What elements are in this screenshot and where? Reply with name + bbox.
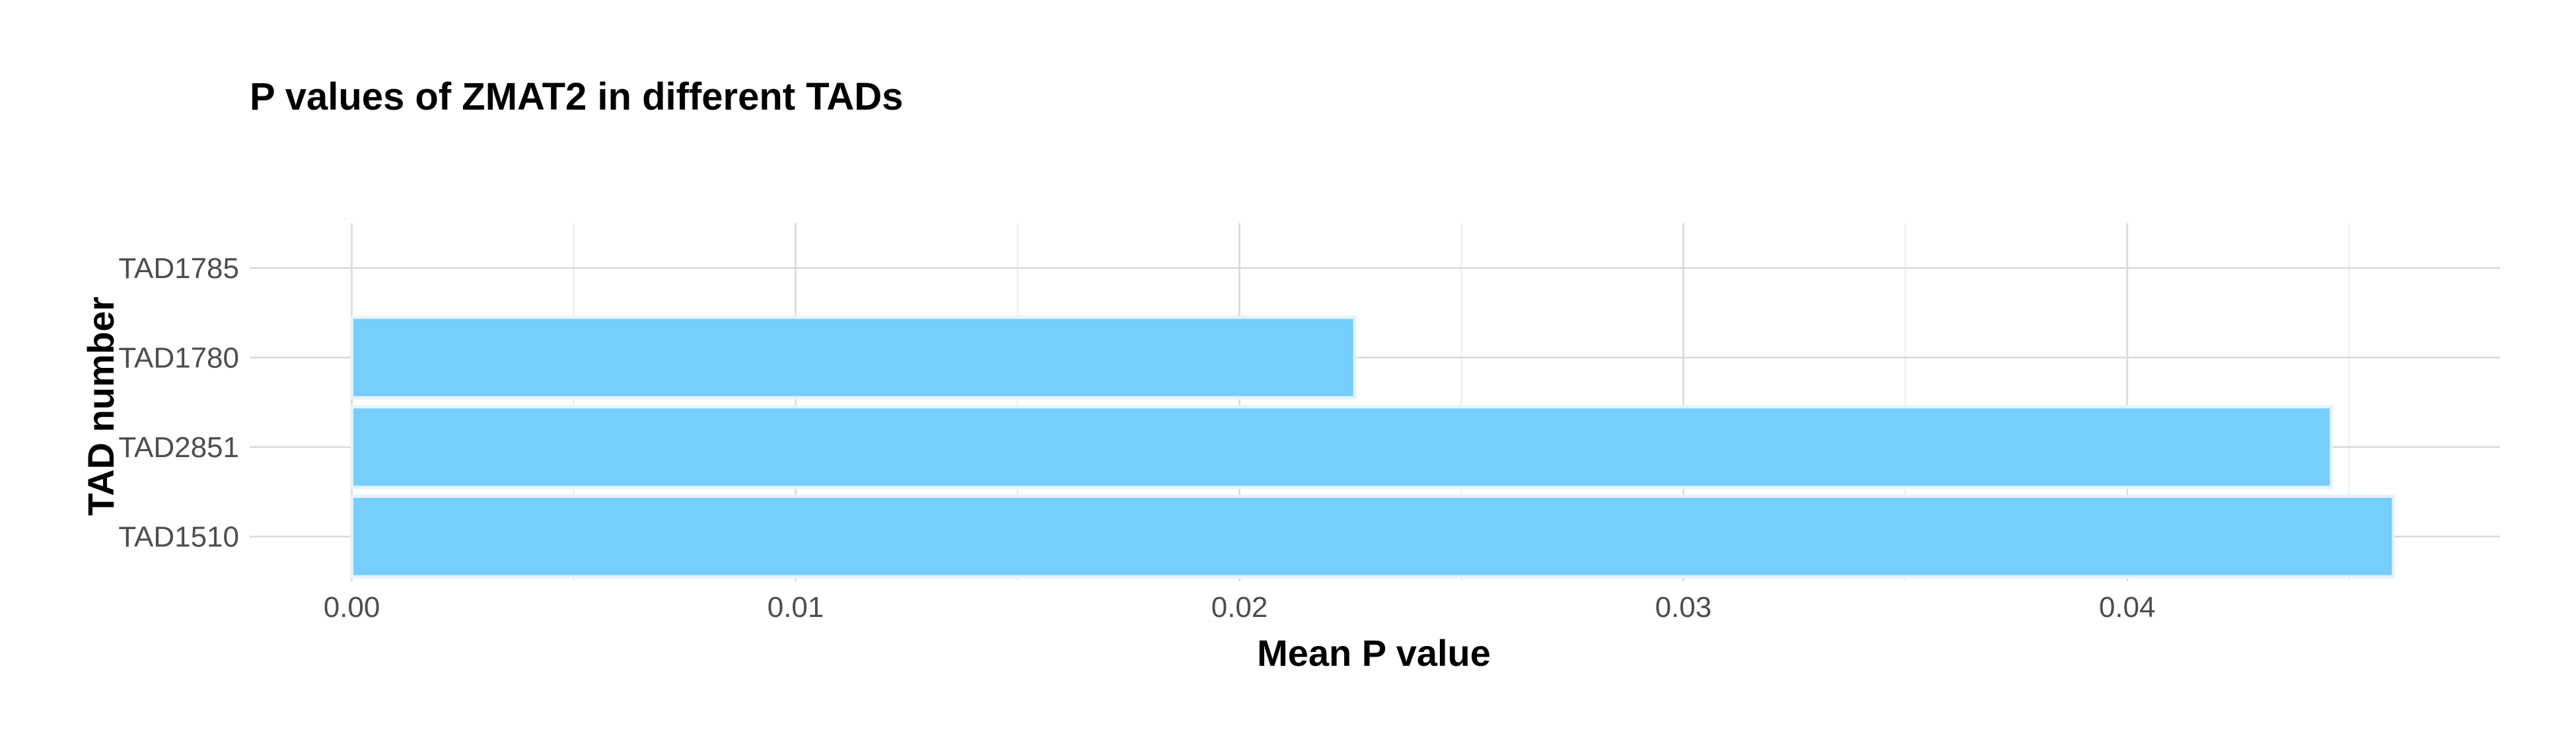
y-tick-label: TAD1510 [118,521,239,553]
bars [350,315,2396,579]
x-tick-labels: 0.00 0.01 0.02 0.03 0.04 [324,591,2156,624]
bar-tad2851 [350,405,2334,489]
x-tick-label: 0.02 [1211,591,1268,624]
x-tick-label: 0.03 [1655,591,1712,624]
bar-tad1780 [350,315,1357,400]
y-tick-label: TAD1780 [118,342,239,374]
y-tick-label: TAD1785 [118,252,239,285]
y-axis-title: TAD number [80,297,122,516]
x-tick-label: 0.04 [2099,591,2156,624]
x-axis-title: Mean P value [1257,632,1491,674]
y-tick-label: TAD2851 [118,431,239,464]
y-tick-labels: TAD1785 TAD1780 TAD2851 TAD1510 [118,252,239,554]
chart-title: P values of ZMAT2 in different TADs [250,75,903,118]
x-tick-label: 0.01 [768,591,824,624]
x-tick-label: 0.00 [324,591,380,624]
bar-tad1510 [350,494,2396,579]
